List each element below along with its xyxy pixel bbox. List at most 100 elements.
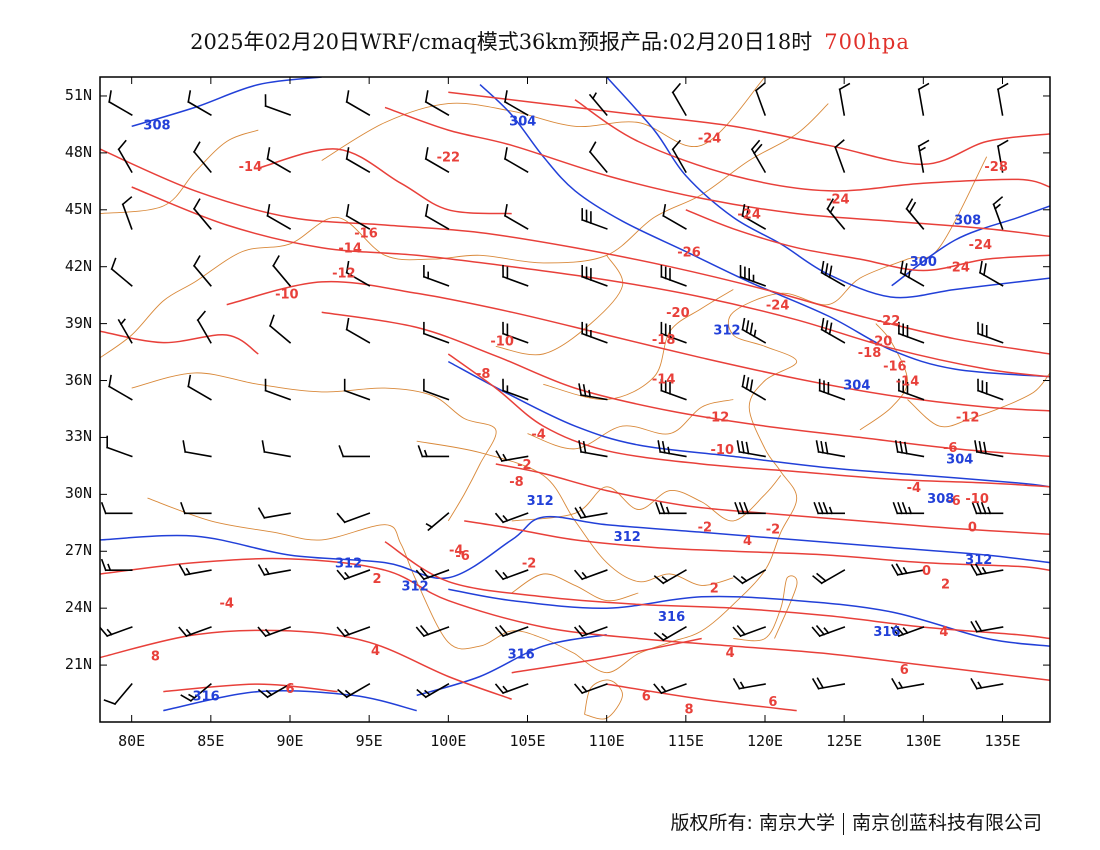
wind-barb	[424, 147, 450, 173]
copyright-separator	[842, 812, 844, 835]
wind-barb	[815, 440, 846, 458]
temperature-label: 0	[968, 521, 977, 536]
wind-barb	[345, 147, 371, 173]
temperature-label: -4	[219, 596, 233, 611]
temperature-label: -8	[509, 475, 523, 490]
temperature-label: -20	[869, 335, 893, 350]
temperature-isotherm	[384, 106, 1050, 238]
temperature-isotherm	[511, 637, 702, 674]
temperature-isotherm	[606, 683, 797, 712]
wind-barb	[890, 624, 925, 638]
temperature-label: 2	[710, 581, 719, 596]
lat-tick-label: 27N	[64, 541, 92, 560]
wind-barb	[897, 378, 925, 401]
temperature-isotherm	[163, 683, 338, 693]
temperature-isotherm	[100, 629, 512, 700]
wind-barb	[741, 374, 767, 401]
temperature-label: -2	[698, 521, 712, 536]
height-label: 312	[965, 553, 992, 568]
wind-barb	[424, 203, 450, 230]
pressure-level: 700hpa	[824, 30, 910, 54]
wind-barb	[180, 501, 212, 515]
wind-barb	[978, 260, 1004, 287]
wind-barb	[894, 440, 925, 458]
temperature-label: -10	[711, 443, 735, 458]
wind-barb	[503, 90, 529, 116]
temperature-isotherm	[100, 148, 1050, 355]
temperature-isotherm	[447, 353, 1050, 488]
lat-tick-label: 21N	[64, 655, 92, 674]
wind-barb	[977, 321, 1004, 344]
height-label: 308	[143, 118, 170, 133]
boundary-line	[100, 129, 259, 215]
wind-barb	[811, 677, 846, 690]
wind-barb	[653, 683, 687, 695]
temperature-label: 2	[941, 578, 950, 593]
wind-barb	[100, 501, 133, 515]
geopotential-height-contour	[891, 205, 1050, 287]
temperature-label: -18	[858, 346, 882, 361]
wind-barb	[502, 378, 529, 401]
wind-barb	[416, 683, 450, 699]
wind-barb	[581, 264, 608, 287]
wind-barb	[653, 626, 687, 642]
wind-barb	[187, 90, 212, 116]
lon-tick-label: 90E	[276, 732, 304, 750]
wind-barb	[917, 82, 930, 116]
wind-barb	[108, 90, 133, 116]
wind-barb	[977, 378, 1004, 401]
wind-barb	[573, 624, 608, 638]
temperature-label: 6	[900, 663, 909, 678]
temperature-isotherm	[258, 148, 512, 215]
temperature-isotherm	[321, 311, 1050, 458]
wind-barb	[422, 264, 450, 287]
wind-barb	[660, 378, 687, 401]
temperature-label: 6	[768, 695, 777, 710]
wind-barb	[272, 255, 292, 287]
wind-barb	[424, 90, 450, 116]
wind-barb	[812, 569, 846, 585]
wind-barb	[345, 203, 371, 230]
temperature-label: -14	[338, 242, 362, 257]
lat-tick-label: 45N	[64, 199, 92, 218]
wind-barb	[811, 624, 846, 638]
lat-tick-label: 48N	[64, 142, 92, 161]
wind-barb	[892, 501, 925, 515]
wind-barb	[732, 569, 767, 585]
wind-barb	[257, 507, 291, 519]
height-label: 312	[614, 530, 641, 545]
geopotential-height-contours	[100, 77, 1050, 712]
temperature-label: 2	[373, 572, 382, 587]
temperature-label: -6	[455, 549, 469, 564]
wind-barb	[826, 198, 846, 230]
geopotential-height-contour	[100, 515, 1050, 580]
lat-tick-label: 33N	[64, 427, 92, 446]
boundary-line	[147, 497, 576, 655]
wind-barb	[266, 147, 292, 173]
lat-tick-label: 36N	[64, 370, 92, 389]
map-frame	[99, 76, 1051, 723]
lon-tick-label: 135E	[984, 732, 1021, 750]
temperature-label: -8	[476, 367, 490, 382]
lat-tick-label: 24N	[64, 598, 92, 617]
province-boundaries	[100, 77, 1050, 720]
height-label: 312	[402, 579, 429, 594]
wind-barb	[503, 203, 529, 230]
wind-barb	[750, 139, 767, 173]
wind-barb	[818, 378, 846, 401]
temperature-label: -22	[877, 314, 901, 329]
wind-barb	[970, 563, 1004, 576]
chart-title: 2025年02月20日WRF/cmaq模式36km预报产品:02月20日18时 7…	[0, 26, 1100, 56]
wind-barb	[754, 82, 767, 116]
temperature-label: -10	[965, 492, 989, 507]
lon-tick-label: 100E	[430, 732, 467, 750]
wind-barb	[813, 501, 846, 515]
height-label: 316	[658, 610, 685, 625]
temperature-label: 8	[151, 650, 160, 665]
lon-tick-label: 125E	[826, 732, 863, 750]
wind-barb	[192, 141, 212, 174]
temperature-label: -12	[706, 411, 730, 426]
wind-barb	[573, 569, 608, 581]
temperature-isotherm	[685, 209, 1050, 272]
